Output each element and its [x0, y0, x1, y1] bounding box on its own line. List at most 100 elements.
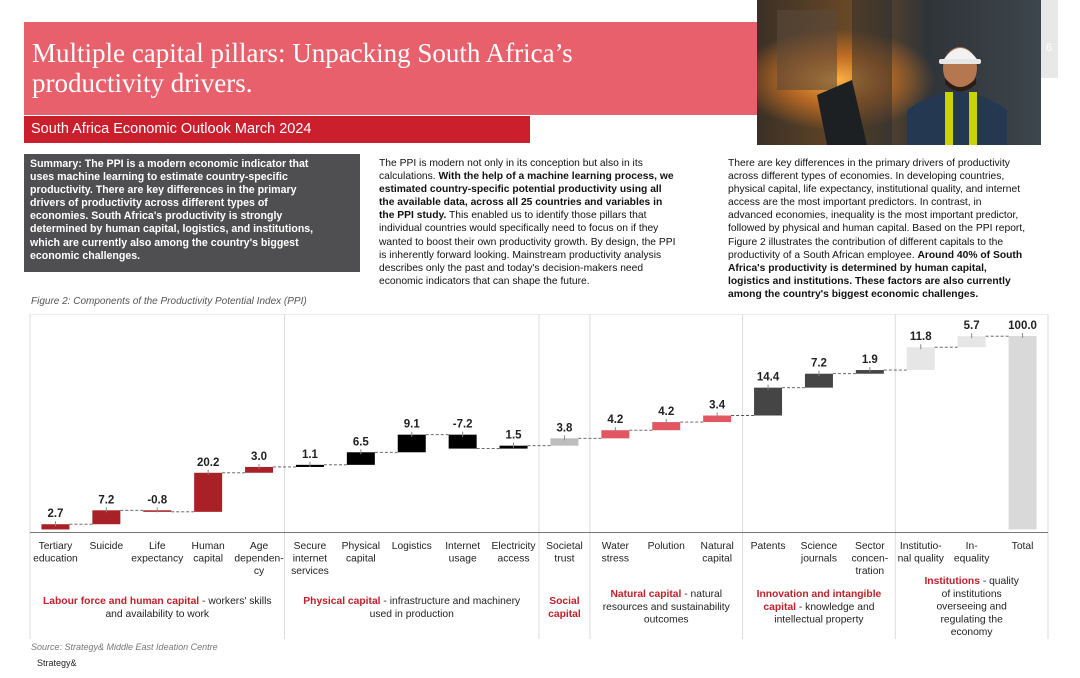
category-tick-label: Physical: [342, 541, 380, 552]
category-tick-label: expectancy: [131, 554, 184, 565]
paragraph-line: advanced economies, inequality is the mo…: [728, 209, 1053, 222]
category-tick-label: access: [498, 554, 530, 565]
figure-caption: Figure 2: Components of the Productivity…: [31, 296, 307, 307]
waterfall-bar: [906, 347, 935, 371]
group-caption-bold: Innovation and intangible: [757, 589, 882, 600]
subtitle-band: [24, 116, 530, 143]
group-caption-text: intellectual property: [774, 615, 864, 626]
category-tick-label: Secure: [294, 541, 327, 552]
summary-line: drivers of productivity across different…: [30, 197, 268, 210]
group-caption-bold: capital: [763, 602, 796, 613]
category-tick-label: Internet: [445, 541, 480, 552]
group-caption-text: economy: [951, 627, 994, 638]
category-tick-label: capital: [193, 554, 223, 565]
paragraph-line: estimated country-specific potential pro…: [379, 183, 707, 196]
bar-value-label: 7.2: [811, 358, 827, 370]
paragraph-line: the PPI study. This enabled us to identi…: [379, 209, 707, 222]
category-tick-label: journals: [800, 554, 837, 565]
bar-value-label: 7.2: [98, 494, 114, 506]
category-tick-label: Science: [801, 541, 838, 552]
category-tick-label: Suicide: [89, 541, 123, 552]
group-caption-line: outcomes: [644, 615, 689, 626]
paragraph-line: There are key differences in the primary…: [728, 157, 1053, 170]
paragraph-line: physical capital, life expectancy, insti…: [728, 183, 1053, 196]
waterfall-bar: [92, 510, 121, 525]
category-tick-label: Polution: [648, 541, 685, 552]
paragraph-line: individual countries would specifically …: [379, 222, 707, 235]
paragraph-line: the available data, across all 25 countr…: [379, 196, 707, 209]
bar-value-label: 14.4: [757, 372, 780, 384]
category-tick-label: tration: [856, 566, 885, 577]
category-tick-label: cy: [254, 566, 265, 577]
waterfall-bar: [601, 430, 630, 439]
category-tick-label: capital: [702, 554, 732, 565]
group-caption-line: resources and sustainability: [603, 602, 731, 613]
paragraph-line: The PPI is modern not only in its concep…: [379, 157, 707, 170]
group-caption-text: resources and sustainability: [603, 602, 731, 613]
group-caption-text: used in production: [370, 609, 454, 620]
summary-line: productivity. There are key differences …: [30, 184, 297, 197]
text-run: productivity of a South African employee…: [728, 249, 918, 261]
category-tick-label: stress: [602, 554, 629, 565]
group-caption-text: of institutions: [942, 589, 1002, 600]
paragraph-line: is inherently forward looking. Mainstrea…: [379, 249, 707, 262]
category-tick-label: In-: [966, 541, 978, 552]
group-caption-bold: Social: [549, 596, 579, 607]
paragraph-line: followed by physical and human capital. …: [728, 222, 1053, 235]
bar-value-label: 11.8: [910, 331, 932, 343]
paragraph-line: calculations. With the help of a machine…: [379, 170, 707, 183]
waterfall-bar: [346, 452, 375, 465]
category-tick-label: Societal: [546, 541, 583, 552]
summary-line: economic challenges.: [30, 249, 141, 262]
group-caption-line: economy: [951, 627, 994, 638]
bar-value-label: 4.2: [607, 414, 623, 426]
industrial-worker-image: [757, 0, 1041, 145]
bold-run: the available data, across all 25 countr…: [379, 197, 663, 209]
waterfall-bar: [703, 415, 732, 423]
text-run: describes only the past and today's deci…: [379, 262, 644, 274]
category-tick-label: Water: [602, 541, 630, 552]
group-caption-line: intellectual property: [774, 615, 864, 626]
paragraph-line: economic indicators that can shape the f…: [379, 275, 707, 288]
bar-value-label: 9.1: [404, 419, 421, 431]
group-caption-line: and availability to work: [105, 609, 209, 620]
text-run: There are key differences in the primary…: [728, 158, 1010, 169]
group-caption-line: regulating the: [940, 614, 1003, 625]
category-tick-label: trust: [554, 554, 574, 565]
category-tick-label: Life: [149, 541, 166, 552]
bar-value-label: 3.4: [709, 400, 726, 412]
bar-value-label: -7.2: [453, 419, 473, 431]
text-run: Figure 2 illustrates the contribution of…: [728, 236, 1004, 248]
bold-run: estimated country-specific potential pro…: [379, 184, 662, 196]
group-caption-text: outcomes: [644, 615, 689, 626]
group-caption-line: capital: [548, 609, 581, 620]
category-tick-label: Tertiary: [39, 541, 74, 552]
waterfall-bar: [41, 524, 70, 530]
paragraph-line: wanted to boost their own productivity g…: [379, 236, 707, 249]
group-caption-line: overseeing and: [936, 602, 1007, 613]
waterfall-bar: [448, 434, 477, 449]
report-subtitle: South Africa Economic Outlook March 2024: [31, 121, 312, 137]
page-number-box: [1041, 0, 1058, 78]
category-tick-label: Sector: [855, 541, 885, 552]
group-caption-line: Physical capital - infrastructure and ma…: [303, 596, 521, 607]
group-caption-bold: Physical capital: [303, 596, 380, 607]
paragraph-line: across different types of economies. In …: [728, 170, 1053, 183]
text-run: The PPI is modern not only in its concep…: [379, 158, 643, 169]
bar-value-label: 100.0: [1008, 320, 1037, 332]
paragraph-line: logistics and institutions. These factor…: [728, 275, 1053, 288]
bold-run: Around 40% of South: [917, 249, 1023, 261]
category-tick-label: Institutio-: [900, 541, 942, 552]
summary-line: economies. South Africa's productivity i…: [30, 210, 283, 223]
waterfall-chart: 2.7 Tertiary education 7.2 Suicide -0.8 Life ex…: [24, 313, 1049, 639]
title-band: [24, 22, 757, 115]
text-run: economic indicators that can shape the f…: [379, 275, 590, 287]
summary-text: Summary: The PPI is a modern economic in…: [30, 158, 355, 263]
text-run: advanced economies, inequality is the mo…: [728, 210, 1019, 222]
group-caption-bold: Institutions: [924, 576, 980, 587]
summary-line: which are currently also among the count…: [30, 236, 299, 249]
text-run: physical capital, life expectancy, insti…: [728, 184, 1021, 196]
bar-value-label: -0.8: [147, 494, 167, 506]
group-caption-bold: Natural capital: [610, 589, 681, 600]
group-caption-line: Social: [549, 596, 579, 607]
